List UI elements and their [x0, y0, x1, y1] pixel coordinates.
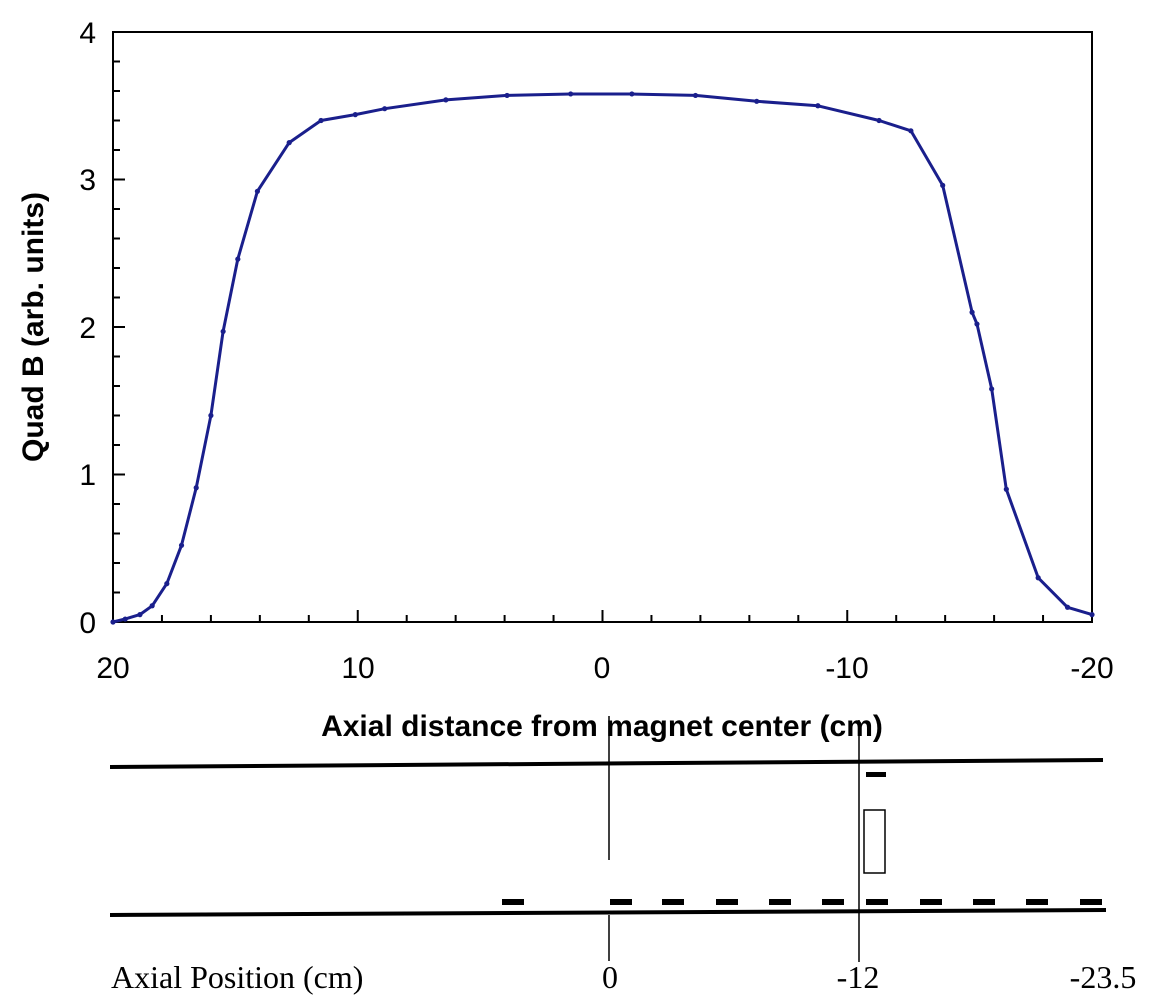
dashed-row	[502, 899, 1102, 905]
data-point	[1035, 575, 1041, 581]
y-axis-title: Quad B (arb. units)	[17, 192, 50, 462]
y-tick-label-1: 1	[79, 459, 96, 492]
data-point	[220, 328, 226, 335]
x-tick-label-10: 10	[341, 652, 374, 685]
series-points	[110, 91, 1095, 625]
schematic-dash	[769, 899, 791, 905]
x-axis-title: Axial distance from magnet center (cm)	[321, 710, 883, 743]
data-point	[876, 117, 882, 124]
data-point	[137, 612, 143, 618]
x-tick-label-0: 0	[594, 652, 611, 685]
data-point	[568, 91, 574, 97]
data-point	[149, 603, 155, 609]
data-point	[193, 485, 199, 491]
schematic-dash	[662, 899, 684, 905]
y-tick-label-3: 3	[79, 164, 96, 197]
short-bar-top	[866, 772, 886, 777]
data-point	[908, 128, 914, 134]
series-line	[112, 92, 1093, 624]
data-point	[692, 92, 699, 99]
data-point	[974, 321, 980, 327]
schematic-dash	[502, 899, 524, 905]
data-point	[318, 117, 324, 124]
schematic-bottom-wall	[109, 908, 1107, 917]
y-tick-label-2: 2	[79, 312, 96, 345]
data-point	[969, 309, 975, 315]
data-point	[254, 188, 261, 194]
data-point	[504, 92, 510, 99]
marker-label-0: 0	[602, 959, 618, 995]
marker-label-neg12: -12	[837, 959, 880, 995]
data-point	[940, 182, 946, 188]
data-point	[815, 103, 821, 109]
schematic-dash	[716, 899, 738, 905]
data-point	[1003, 486, 1009, 492]
plot-frame	[112, 31, 1093, 623]
y-tick-label-0: 0	[79, 607, 96, 640]
data-point	[164, 581, 170, 587]
axis-ticks	[112, 31, 1093, 623]
data-point	[989, 386, 995, 392]
schematic-top-wall	[109, 758, 1104, 769]
data-point	[1064, 604, 1071, 610]
data-point	[352, 112, 358, 118]
schematic: Axial Position (cm) 0 -12 -23.5	[109, 716, 1137, 995]
data-point	[754, 98, 760, 104]
schematic-dash	[920, 899, 942, 905]
schematic-dash	[822, 899, 844, 905]
data-point	[110, 619, 116, 625]
x-tick-label-20: 20	[96, 652, 129, 685]
marker-label-neg23-5: -23.5	[1070, 959, 1137, 995]
detector-box	[863, 809, 886, 874]
data-point	[443, 97, 449, 103]
data-point	[208, 412, 214, 419]
data-point	[122, 616, 128, 622]
schematic-dash	[1080, 899, 1102, 905]
axial-position-label: Axial Position (cm)	[111, 959, 363, 995]
schematic-dash	[973, 899, 995, 905]
schematic-dash	[1026, 899, 1048, 905]
x-tick-label-neg10: -10	[825, 652, 868, 685]
y-tick-label-4: 4	[79, 17, 96, 50]
data-point	[1089, 612, 1095, 618]
data-point	[629, 91, 635, 97]
data-point	[178, 542, 185, 548]
data-point	[382, 106, 388, 112]
schematic-dash	[866, 899, 888, 905]
data-point	[235, 256, 241, 262]
schematic-dash	[610, 899, 632, 905]
x-tick-label-neg20: -20	[1070, 652, 1113, 685]
data-point	[286, 140, 292, 146]
